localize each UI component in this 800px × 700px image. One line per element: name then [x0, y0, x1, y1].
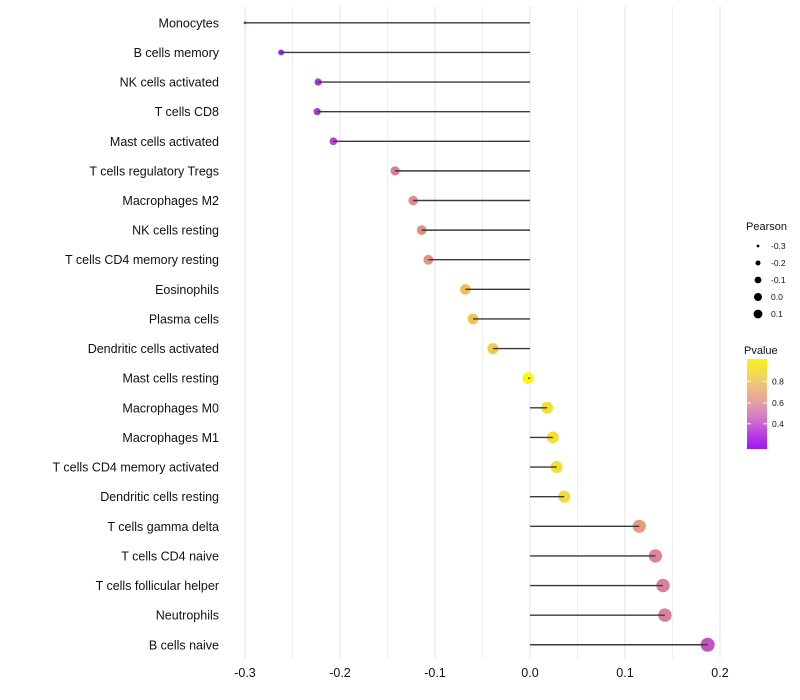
- x-axis-tick-label: 0.1: [616, 666, 633, 680]
- size-legend-key-dot: [754, 293, 762, 301]
- lollipop-dot: [278, 49, 285, 56]
- y-axis-label: NK cells activated: [120, 76, 219, 90]
- y-axis-label: Macrophages M1: [122, 431, 219, 445]
- x-axis-tick-label: 0.2: [711, 666, 728, 680]
- y-axis-label: T cells follicular helper: [96, 579, 219, 593]
- y-axis-label: Plasma cells: [149, 312, 219, 326]
- size-legend-title: Pearson: [746, 221, 787, 233]
- y-axis-label: Mast cells activated: [110, 135, 219, 149]
- y-axis-label: T cells CD8: [155, 105, 219, 119]
- size-legend-key-label: -0.1: [771, 275, 786, 285]
- y-axis-label: T cells gamma delta: [107, 520, 219, 534]
- x-axis-tick-label: -0.1: [424, 666, 446, 680]
- y-axis-label: Mast cells resting: [122, 372, 219, 386]
- y-axis-label: Dendritic cells resting: [100, 490, 219, 504]
- y-axis-label: T cells regulatory Tregs: [89, 164, 219, 178]
- y-axis-label: Macrophages M2: [122, 194, 219, 208]
- y-axis-label: Dendritic cells activated: [88, 342, 219, 356]
- size-legend-key-dot: [753, 309, 763, 319]
- size-legend-key-label: -0.3: [771, 241, 786, 251]
- y-axis-label: T cells CD4 memory activated: [53, 461, 220, 475]
- x-axis-tick-label: -0.3: [234, 666, 256, 680]
- y-axis-label: T cells CD4 naive: [121, 549, 219, 563]
- color-legend-tick-label: 0.8: [772, 377, 784, 387]
- size-legend-key-label: -0.2: [771, 258, 786, 268]
- y-axis-label: NK cells resting: [132, 224, 219, 238]
- color-legend-title: Pvalue: [744, 345, 778, 357]
- y-axis-label: Eosinophils: [155, 283, 219, 297]
- size-legend-key-dot: [755, 260, 761, 266]
- y-axis-label: Neutrophils: [156, 609, 219, 623]
- size-legend-key-label: 0.0: [771, 292, 783, 302]
- y-axis-label: Monocytes: [159, 16, 219, 30]
- x-axis-tick-label: 0.0: [521, 666, 538, 680]
- size-legend-key-dot: [756, 244, 760, 248]
- y-axis-label: B cells naive: [149, 638, 219, 652]
- color-legend-tick-label: 0.4: [772, 419, 784, 429]
- y-axis-label: B cells memory: [134, 46, 220, 60]
- y-axis-label: Macrophages M0: [122, 401, 219, 415]
- y-axis-label: T cells CD4 memory resting: [65, 253, 219, 267]
- x-axis-tick-label: -0.2: [329, 666, 351, 680]
- size-legend-key-label: 0.1: [771, 309, 783, 319]
- color-legend-tick-label: 0.6: [772, 398, 784, 408]
- size-legend-key-dot: [754, 276, 762, 284]
- color-legend-bar: [747, 359, 767, 449]
